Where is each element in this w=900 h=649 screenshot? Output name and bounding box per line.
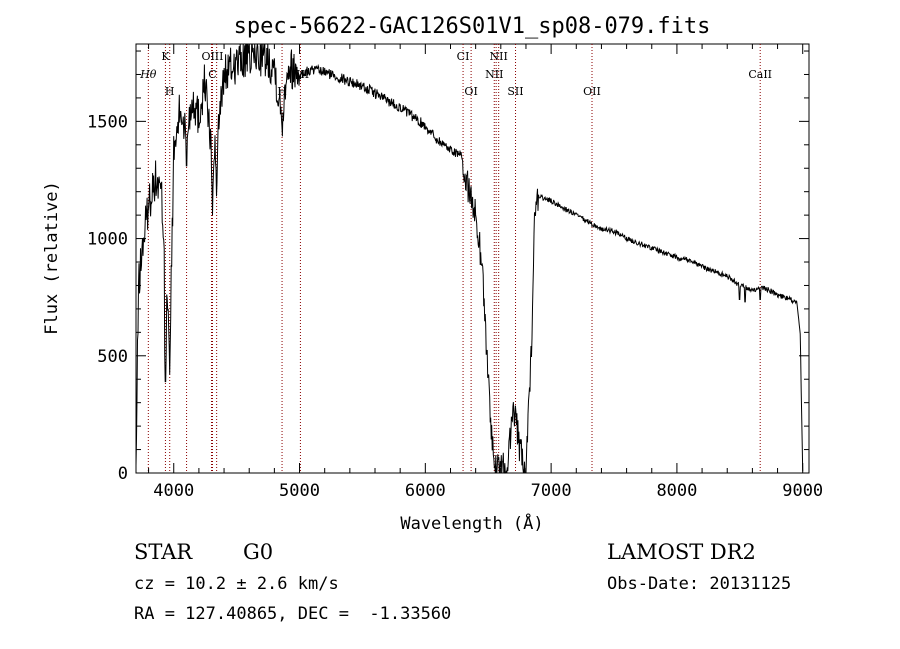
observation-date: Obs-Date: 20131125 bbox=[607, 574, 792, 594]
line-markers bbox=[147, 44, 761, 473]
x-tick-label: 4000 bbox=[153, 481, 194, 501]
spectral-line-label: C bbox=[208, 68, 216, 81]
plot-frame bbox=[135, 43, 810, 474]
y-tick-label: 0 bbox=[118, 464, 128, 484]
x-tick-label: 7000 bbox=[531, 481, 572, 501]
spectral-line-label: SII bbox=[507, 85, 523, 98]
x-axis: 4000 5000 6000 7000 8000 9000 bbox=[148, 44, 823, 501]
x-tick-label: 8000 bbox=[656, 481, 697, 501]
spectral-line-label: OI bbox=[464, 85, 477, 98]
x-tick-label: 9000 bbox=[782, 481, 823, 501]
object-subclass: G0 bbox=[243, 540, 274, 564]
spectral-line-label: CI bbox=[457, 50, 470, 63]
spectral-line-label: H bbox=[277, 85, 287, 98]
redshift-line: cz = 10.2 ± 2.6 km/s bbox=[134, 574, 339, 594]
spectral-line-label: OII bbox=[583, 85, 601, 98]
coordinates-line: RA = 127.40865, DEC = -1.33560 bbox=[134, 604, 452, 624]
x-axis-label: Wavelength (Å) bbox=[400, 512, 543, 534]
chart-title: spec-56622-GAC126S01V1_sp08-079.fits bbox=[234, 14, 711, 39]
y-tick-label: 1500 bbox=[87, 112, 128, 132]
x-tick-label: 5000 bbox=[279, 481, 320, 501]
y-tick-label: 500 bbox=[97, 347, 128, 367]
spectral-line-label: CaII bbox=[748, 68, 772, 81]
y-axis-label: Flux (relative) bbox=[42, 181, 62, 335]
spectral-line-label: H bbox=[165, 85, 175, 98]
y-tick-label: 1000 bbox=[87, 230, 128, 250]
spectral-line-label: Hθ bbox=[139, 68, 157, 81]
survey-name: LAMOST DR2 bbox=[607, 540, 756, 564]
spectral-line-label: K bbox=[161, 50, 170, 63]
spectral-line-label: NII bbox=[490, 50, 508, 63]
y-axis: 0 500 1000 1500 bbox=[87, 50, 809, 484]
spectrum-line bbox=[135, 43, 804, 474]
object-class: STAR bbox=[134, 540, 193, 564]
x-tick-label: 6000 bbox=[405, 481, 446, 501]
spectral-line-label: NII bbox=[485, 68, 503, 81]
spectral-line-label: OIII bbox=[201, 50, 223, 63]
